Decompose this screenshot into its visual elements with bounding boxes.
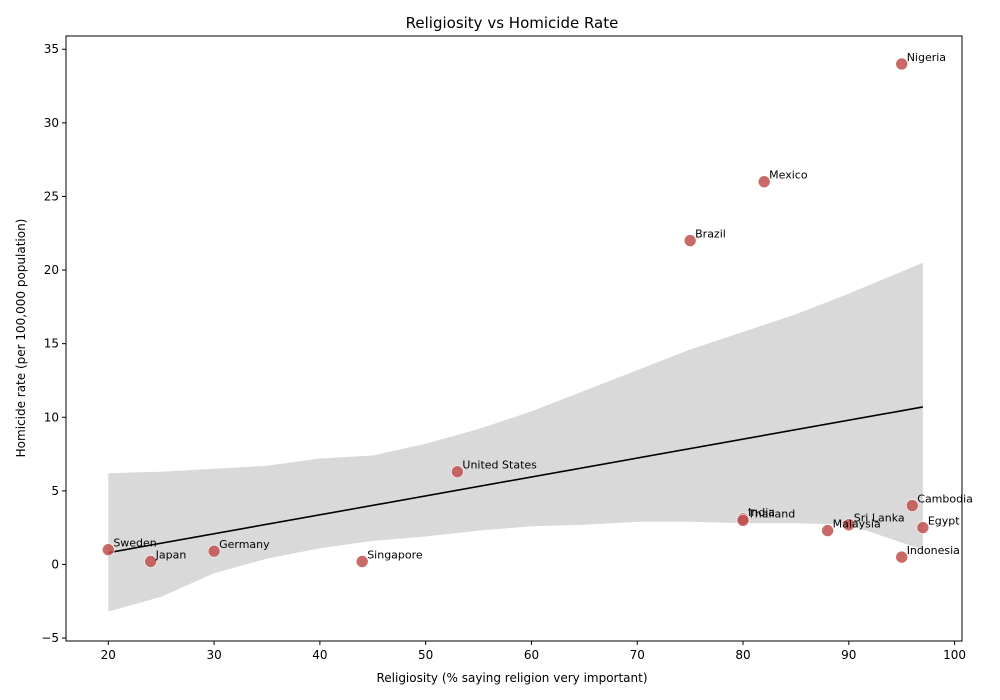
- point-thailand: [736, 513, 750, 527]
- point-indonesia: [895, 550, 909, 564]
- y-axis-label: Homicide rate (per 100,000 population): [14, 219, 28, 458]
- y-tick-label: 20: [44, 263, 59, 277]
- point-label-japan: Japan: [155, 549, 187, 562]
- y-tick-label: 0: [51, 557, 59, 571]
- point-germany: [207, 544, 221, 558]
- chart-title: Religiosity vs Homicide Rate: [406, 14, 619, 32]
- plot-frame: [65, 35, 963, 642]
- x-tick-label: 70: [630, 648, 645, 662]
- point-united-states: [451, 465, 464, 479]
- x-tick-label: 30: [206, 648, 221, 662]
- y-tick-label: 25: [44, 189, 59, 203]
- point-sri-lanka: [842, 518, 856, 532]
- point-brazil: [683, 234, 697, 247]
- x-tick-label: 100: [943, 648, 966, 662]
- x-axis-label: Religiosity (% saying religion very impo…: [376, 671, 647, 685]
- point-mexico: [757, 175, 771, 189]
- point-label-malaysia: Malaysia: [833, 518, 881, 531]
- point-label-indonesia: Indonesia: [907, 544, 960, 557]
- point-label-egypt: Egypt: [928, 515, 960, 528]
- point-cambodia: [905, 499, 919, 512]
- point-label-germany: Germany: [219, 538, 270, 551]
- confidence-band: [108, 262, 923, 612]
- point-label-mexico: Mexico: [769, 169, 808, 182]
- x-tick-label: 90: [841, 648, 856, 662]
- x-tick-label: 20: [101, 648, 116, 662]
- point-label-singapore: Singapore: [367, 549, 423, 562]
- y-tick-label: 15: [44, 337, 59, 351]
- point-label-nigeria: Nigeria: [907, 51, 946, 64]
- point-nigeria: [895, 57, 909, 71]
- y-axis-ticks: −5 0 5 10 15 20 25 30 35: [41, 42, 66, 645]
- point-malaysia: [821, 524, 834, 537]
- point-singapore: [355, 555, 369, 568]
- point-label-sri-lanka: Sri Lanka: [854, 512, 905, 525]
- point-label-cambodia: Cambodia: [917, 493, 973, 506]
- point-label-india: India: [748, 506, 775, 519]
- point-label-thailand: Thailand: [747, 507, 795, 520]
- point-sweden: [102, 543, 115, 557]
- point-japan: [144, 555, 157, 568]
- x-tick-label: 60: [524, 648, 539, 662]
- point-label-sweden: Sweden: [113, 537, 156, 550]
- x-axis-ticks: 20 30 40 50 60 70 80 90 100: [101, 641, 966, 662]
- regression-line: [108, 406, 924, 554]
- y-tick-label: 30: [44, 116, 59, 130]
- point-label-brazil: Brazil: [695, 228, 726, 241]
- y-tick-label: 5: [51, 484, 59, 498]
- y-tick-label: −5: [41, 631, 59, 645]
- x-tick-label: 80: [735, 648, 750, 662]
- x-tick-label: 50: [418, 648, 433, 662]
- point-egypt: [916, 521, 930, 534]
- data-points: [102, 57, 930, 568]
- point-label-united-states: United States: [462, 459, 537, 472]
- y-tick-label: 10: [44, 410, 59, 424]
- x-tick-label: 40: [312, 648, 327, 662]
- y-tick-label: 35: [44, 42, 59, 56]
